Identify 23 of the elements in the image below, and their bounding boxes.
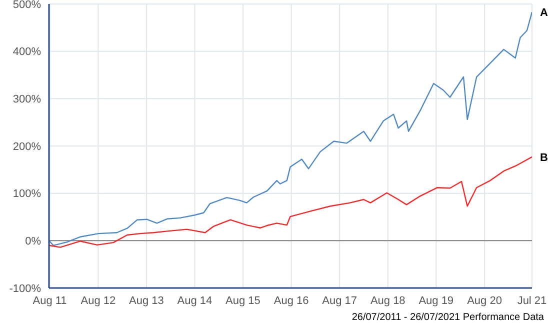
x-tick-label: Jul 21 bbox=[517, 294, 547, 307]
y-tick-label: -100% bbox=[9, 282, 42, 295]
x-tick-label: Aug 20 bbox=[467, 294, 502, 307]
text: 26/07/2011 - 26/07/2021 Performance Data bbox=[352, 312, 544, 323]
x-tick-label: Aug 15 bbox=[226, 294, 260, 307]
y-tick-label: 300% bbox=[12, 94, 42, 106]
line-series bbox=[49, 11, 532, 246]
x-tick-label: Aug 14 bbox=[177, 294, 212, 307]
x-tick-label: Aug 16 bbox=[274, 294, 309, 307]
y-tick-label: 400% bbox=[12, 46, 42, 58]
series-label: A bbox=[540, 7, 548, 20]
x-tick-label: Aug 17 bbox=[322, 294, 358, 307]
y-tick-label: 100% bbox=[12, 188, 42, 200]
x-tick-label: Aug 12 bbox=[80, 294, 116, 307]
x-tick-label: Aug 13 bbox=[129, 294, 164, 307]
line-series bbox=[49, 156, 532, 248]
x-tick-label: Aug 11 bbox=[32, 294, 67, 307]
x-tick-label: Aug 19 bbox=[418, 294, 454, 307]
series-label: B bbox=[540, 152, 548, 164]
y-tick-label: 0% bbox=[25, 236, 42, 248]
y-tick-label: 200% bbox=[12, 140, 42, 153]
x-tick-label: Aug 18 bbox=[370, 294, 406, 307]
y-tick-label: 500% bbox=[12, 0, 42, 11]
